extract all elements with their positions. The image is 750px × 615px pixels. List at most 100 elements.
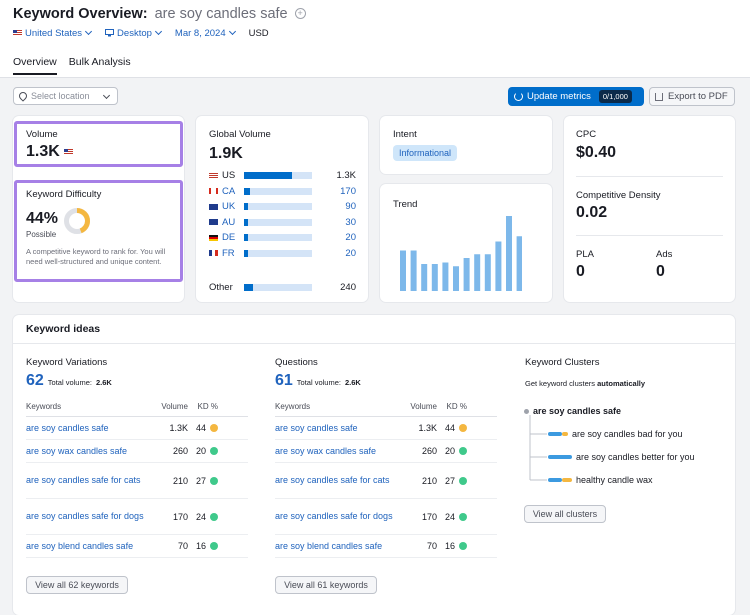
export-label: Export to PDF (668, 91, 728, 102)
table-row: are soy candles safe for dogs 170 24 (275, 499, 497, 535)
clusters-hint-bold: automatically (597, 379, 646, 388)
add-to-list-icon[interactable]: + (294, 8, 306, 19)
kd-dot (210, 447, 218, 455)
col-keywords: Keywords (26, 402, 62, 411)
kd-dot (210, 512, 218, 521)
cluster-bar (548, 478, 562, 482)
country-row[interactable]: AU 30 (209, 215, 357, 231)
cluster-item[interactable]: are soy candles bad for you (548, 429, 683, 439)
density-label: Competitive Density (576, 190, 661, 201)
country-row[interactable]: UK 90 (209, 199, 357, 215)
export-pdf-button[interactable]: Export to PDF (649, 87, 735, 106)
kd-value: 16 (195, 541, 206, 551)
volume-value: 1.3K (26, 143, 60, 160)
keyword-link[interactable]: are soy candles safe for cats (275, 475, 390, 486)
kd-value: 27 (444, 475, 455, 486)
country-bar-fill (244, 172, 292, 180)
keyword-link[interactable]: are soy blend candles safe (275, 540, 383, 551)
kd-description: A competitive keyword to rank for. You w… (26, 247, 166, 266)
global-volume-label: Global Volume (209, 129, 271, 140)
col-kd: KD % (446, 402, 467, 411)
keyword-kd: 16 (437, 541, 467, 551)
view-all-questions-button[interactable]: View all 61 keywords (275, 576, 377, 594)
kd-value: 24 (444, 511, 455, 522)
keyword-link[interactable]: are soy blend candles safe (26, 540, 134, 551)
location-placeholder: Select location (31, 91, 90, 101)
country-value: 1.3K (336, 170, 356, 182)
country-code: CA (222, 185, 236, 197)
kd-dot (459, 424, 467, 432)
location-select[interactable]: Select location (13, 87, 118, 105)
keyword-link[interactable]: are soy wax candles safe (275, 445, 377, 456)
kd-value: 44% (26, 210, 59, 227)
keyword-link[interactable]: are soy candles safe (275, 422, 358, 433)
keyword-label: are soy candles safe (154, 6, 288, 22)
device-label: Desktop (117, 28, 152, 39)
tabs: Overview Bulk Analysis (13, 56, 131, 75)
keyword-link[interactable]: are soy wax candles safe (26, 445, 128, 456)
country-row[interactable]: FR 20 (209, 246, 357, 262)
variations-table: are soy candles safe 1.3K 44 are soy wax ca… (26, 417, 248, 558)
questions-table: are soy candles safe 1.3K 44 are soy wax ca… (275, 417, 497, 558)
update-metrics-button[interactable]: Update metrics 0/1,000 (508, 87, 644, 106)
tab-overview[interactable]: Overview (13, 56, 57, 75)
cluster-root-label: are soy candles safe (533, 406, 622, 416)
uk-flag-icon (209, 203, 218, 210)
view-all-clusters-button[interactable]: View all clusters (524, 505, 606, 523)
country-code: DE (222, 232, 236, 244)
date-label: Mar 8, 2024 (174, 28, 226, 39)
other-value: 240 (340, 282, 356, 294)
cluster-bar (548, 455, 572, 459)
tab-bulk-analysis[interactable]: Bulk Analysis (68, 56, 131, 68)
chevron-down-icon (228, 27, 236, 36)
cpc-label: CPC (576, 129, 597, 140)
cluster-item[interactable]: healthy candle wax (548, 475, 653, 485)
global-volume-card: Global Volume 1.9K US 1.3K CA 170 UK 90 AU 30 DE… (196, 116, 368, 302)
country-select[interactable]: United States (13, 27, 93, 39)
kd-value: 27 (195, 475, 206, 486)
view-all-variations-button[interactable]: View all 62 keywords (26, 576, 128, 594)
country-code: FR (222, 247, 235, 259)
kd-dot (459, 447, 467, 455)
keyword-link[interactable]: are soy candles safe (26, 422, 109, 433)
trend-card: Trend (380, 184, 552, 302)
country-bar-fill (244, 187, 251, 195)
table-row: are soy candles safe 1.3K 44 (26, 417, 248, 440)
device-select[interactable]: Desktop (105, 27, 162, 39)
keyword-ideas-card: Keyword ideas Keyword Variations 62 Tota… (13, 315, 735, 615)
questions-count[interactable]: 61 (275, 372, 293, 389)
table-row: are soy candles safe for cats 210 27 (26, 463, 248, 499)
country-row[interactable]: CA 170 (209, 184, 357, 200)
intent-label: Intent (393, 129, 417, 140)
trend-bar (400, 250, 406, 291)
divider (576, 176, 723, 177)
questions-section: Questions 61 Total volume: 2.6K Keywords… (275, 357, 497, 558)
country-bar (244, 172, 312, 180)
density-value: 0.02 (576, 204, 608, 221)
cluster-item[interactable]: are soy candles better for you (548, 452, 695, 462)
header: Keyword Overview: are soy candles safe +… (0, 0, 750, 78)
pla-label: PLA (576, 249, 594, 260)
keyword-link[interactable]: are soy candles safe for cats (26, 475, 141, 486)
other-bar (244, 284, 312, 292)
keyword-kd: 27 (188, 476, 218, 486)
keyword-kd: 27 (437, 476, 467, 486)
country-code: AU (222, 216, 236, 228)
kd-value: 16 (444, 541, 455, 551)
keyword-link[interactable]: are soy candles safe for dogs (275, 511, 393, 522)
volume-kd-card (13, 116, 184, 302)
kd-dot (459, 476, 467, 485)
keyword-volume: 1.3K (169, 423, 188, 433)
country-bar-fill (244, 234, 249, 242)
trend-bar (453, 266, 459, 291)
date-select[interactable]: Mar 8, 2024 (174, 27, 236, 39)
country-bar (244, 234, 312, 242)
table-row: are soy blend candles safe 70 16 (275, 535, 497, 558)
cluster-bar (562, 432, 568, 436)
variations-count[interactable]: 62 (26, 372, 44, 389)
col-volume: Volume (410, 402, 437, 411)
keyword-link[interactable]: are soy candles safe for dogs (26, 511, 144, 522)
country-row[interactable]: DE 20 (209, 230, 357, 246)
questions-label: Questions (275, 357, 318, 368)
chevron-down-icon (102, 91, 111, 100)
